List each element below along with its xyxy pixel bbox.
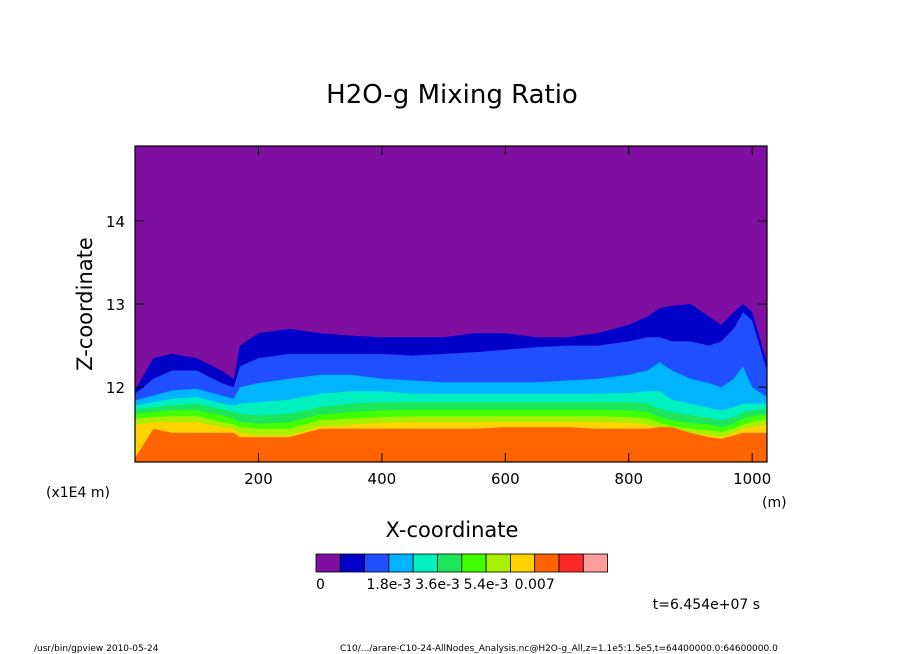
- x-tick-label: 800: [614, 470, 643, 488]
- y-axis-unit: (x1E4 m): [46, 485, 110, 501]
- footer-source-info: C10/.../arare-C10-24-AllNodes_Analysis.n…: [340, 644, 778, 654]
- colorbar-swatch: [388, 553, 414, 573]
- x-axis-unit: (m): [762, 495, 787, 511]
- colorbar-swatch: [364, 553, 390, 573]
- colorbar-swatch: [582, 553, 608, 573]
- colorbar-swatch: [509, 553, 536, 573]
- x-tick-label: 400: [368, 470, 397, 488]
- plot-area: [135, 146, 767, 462]
- colorbar-swatch: [437, 553, 463, 573]
- colorbar-swatch: [558, 553, 584, 573]
- colorbar-swatch: [339, 553, 365, 573]
- time-label: t=6.454e+07 s: [653, 597, 760, 613]
- x-axis-title: X-coordinate: [386, 518, 519, 542]
- colorbar-label: 5.4e-3: [464, 577, 509, 593]
- colorbar-swatch: [461, 553, 487, 573]
- y-tick-label: 13: [106, 296, 125, 314]
- chart-title: H2O-g Mixing Ratio: [326, 80, 578, 110]
- footer-program-date: /usr/bin/gpview 2010-05-24: [34, 644, 159, 654]
- colorbar-swatch: [412, 553, 438, 573]
- y-tick-label: 14: [106, 213, 125, 231]
- x-tick-label: 1000: [733, 470, 771, 488]
- x-axis: 200 400 600 800 1000: [244, 146, 771, 488]
- x-tick-label: 600: [491, 470, 520, 488]
- y-axis-title: Z-coordinate: [73, 237, 97, 371]
- colorbar-swatch: [315, 553, 341, 573]
- y-tick-label: 12: [106, 379, 125, 397]
- contour-band-9: [135, 427, 767, 462]
- y-axis: 12 13 14: [106, 213, 767, 397]
- colorbar-label: 0: [316, 577, 325, 593]
- colorbar: 0 1.8e-3 3.6e-3 5.4e-3 0.007: [315, 553, 608, 593]
- colorbar-label: 0.007: [515, 577, 555, 593]
- colorbar-label: 1.8e-3: [366, 577, 411, 593]
- x-tick-label: 200: [244, 470, 273, 488]
- colorbar-swatch: [485, 553, 511, 573]
- colorbar-swatch: [534, 553, 560, 573]
- colorbar-label: 3.6e-3: [415, 577, 460, 593]
